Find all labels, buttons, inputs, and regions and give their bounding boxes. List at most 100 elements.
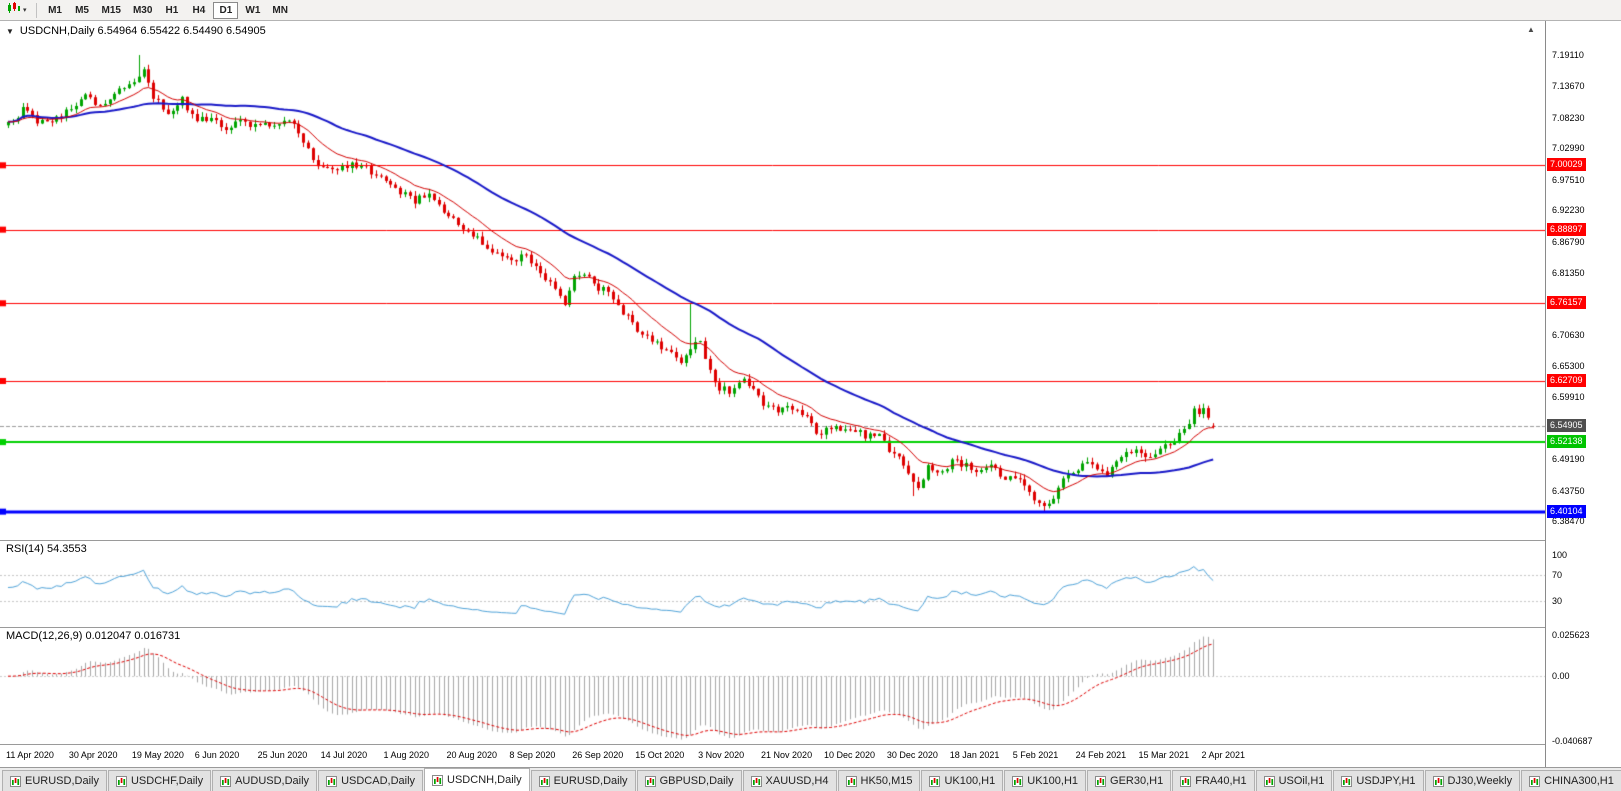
tab-label: FRA40,H1 [1195, 775, 1247, 787]
tab-label: USDCNH,Daily [447, 774, 522, 786]
chart-tab-hk50-m15[interactable]: HK50,M15 [837, 770, 921, 791]
chart-type-dropdown[interactable]: ▾ [4, 1, 30, 19]
time-axis[interactable]: 11 Apr 2020 30 Apr 2020 19 May 2020 6 Jun 2… [0, 745, 1545, 767]
chart-tab-usoil-h1[interactable]: USOil,H1 [1255, 770, 1333, 791]
collapse-panel-icon[interactable]: ▼ [6, 26, 14, 36]
chart-tab-china300-h1[interactable]: CHINA300,H1 [1521, 770, 1621, 791]
price-scale-label: 6.65300 [1552, 361, 1585, 372]
time-axis-label: 6 Jun 2020 [194, 750, 240, 760]
tab-chart-icon [538, 775, 550, 787]
timeframe-button-h1[interactable]: H1 [165, 4, 179, 16]
chart-tab-usdjpy-h1[interactable]: USDJPY,H1 [1333, 770, 1424, 791]
time-axis-label: 14 Jul 2020 [320, 750, 368, 760]
tab-label: EURUSD,Daily [553, 775, 628, 787]
tab-chart-icon [1180, 775, 1192, 787]
time-axis-label: 11 Apr 2020 [6, 750, 54, 760]
time-axis-label: 25 Jun 2020 [257, 750, 308, 760]
candlestick-chart-icon [7, 1, 21, 19]
timeframe-button-m30[interactable]: M30 [132, 4, 153, 16]
price-scale-label: 7.13670 [1552, 81, 1585, 92]
tab-chart-icon [115, 775, 127, 787]
time-axis-label: 21 Nov 2020 [761, 750, 813, 760]
tab-chart-icon [845, 775, 857, 787]
chart-tab-dj30-weekly[interactable]: DJ30,Weekly [1424, 770, 1521, 791]
tab-label: AUDUSD,Daily [235, 775, 310, 787]
tab-chart-icon [1012, 775, 1024, 787]
chart-tab-eurusd-daily[interactable]: EURUSD,Daily [530, 770, 636, 791]
timeframe-toolbar: ▾ M1 M5 M15 M30 H1 H4 D1 W1 MN [0, 0, 1621, 21]
tab-chart-icon [432, 774, 444, 786]
chart-tab-usdcad-daily[interactable]: USDCAD,Daily [318, 770, 424, 791]
symbol-ohlc-label: USDCNH,Daily 6.54964 6.55422 6.54490 6.5… [19, 25, 266, 37]
time-axis-label: 18 Jan 2021 [949, 750, 1000, 760]
tab-label: HK50,M15 [860, 775, 913, 787]
timeframe-button-mn[interactable]: MN [272, 4, 288, 16]
tab-label: GER30,H1 [1110, 775, 1164, 787]
tab-label: DJ30,Weekly [1447, 775, 1513, 787]
time-axis-label: 15 Mar 2021 [1138, 750, 1190, 760]
macd-scale-label: 0.025623 [1552, 630, 1590, 641]
timeframe-button-m15[interactable]: M15 [101, 4, 121, 16]
tab-chart-icon [929, 775, 941, 787]
price-scale-label: 6.38470 [1552, 516, 1585, 527]
macd-indicator-canvas[interactable] [0, 628, 1545, 744]
resistance-level-badge-6-88897: 6.88897 [1547, 222, 1586, 236]
price-scale-label: 6.86790 [1552, 236, 1585, 247]
price-scale-label: 7.19110 [1552, 50, 1584, 61]
tab-chart-icon [220, 775, 232, 787]
tab-chart-icon [1341, 775, 1353, 787]
resistance-level-badge-6-62709: 6.62709 [1547, 374, 1586, 387]
time-axis-label: 3 Nov 2020 [698, 750, 745, 760]
price-scale[interactable]: 7.19110 7.13670 7.08230 7.02990 6.97510 6.922… [1545, 21, 1621, 767]
resistance-level-badge-7-00029: 7.00029 [1547, 158, 1586, 172]
tab-label: USDCAD,Daily [341, 775, 416, 787]
timeframe-button-m1[interactable]: M1 [48, 4, 62, 16]
current-price-badge: 6.54905 [1547, 419, 1586, 433]
chart-tab-eurusd-daily[interactable]: EURUSD,Daily [2, 770, 107, 791]
chart-tab-uk100-h1[interactable]: UK100,H1 [1004, 770, 1087, 791]
chart-tab-ger30-h1[interactable]: GER30,H1 [1087, 770, 1172, 791]
rsi-indicator-canvas[interactable] [0, 541, 1545, 627]
price-scale-label: 6.92230 [1552, 205, 1585, 216]
panel-separator[interactable] [0, 540, 1621, 541]
tab-label: UK100,H1 [944, 775, 996, 787]
chart-tab-usdchf-daily[interactable]: USDCHF,Daily [107, 770, 212, 791]
chart-tab-audusd-daily[interactable]: AUDUSD,Daily [212, 770, 318, 791]
time-axis-label: 19 May 2020 [131, 750, 184, 760]
toolbar-separator [35, 2, 37, 18]
timeframe-button-w1[interactable]: W1 [245, 4, 261, 16]
chart-tab-gbpusd-daily[interactable]: GBPUSD,Daily [636, 770, 742, 791]
time-axis-label: 26 Sep 2020 [572, 750, 624, 760]
support-level-badge-6-52138: 6.52138 [1547, 435, 1586, 449]
tab-chart-icon [1432, 775, 1444, 787]
timeframe-button-m5[interactable]: M5 [75, 4, 89, 16]
time-axis-label: 15 Oct 2020 [635, 750, 685, 760]
chart-tab-fra40-h1[interactable]: FRA40,H1 [1172, 770, 1255, 791]
time-axis-label: 10 Dec 2020 [823, 750, 875, 760]
tab-label: USOil,H1 [1278, 775, 1325, 787]
time-axis-label: 1 Aug 2020 [383, 750, 430, 760]
chart-shift-marker-icon: ▲ [1527, 25, 1535, 34]
rsi-scale-label: 30 [1552, 595, 1563, 606]
tab-label: XAUUSD,H4 [765, 775, 829, 787]
price-scale-label: 6.43750 [1552, 485, 1585, 496]
price-scale-label: 6.70630 [1552, 330, 1585, 341]
chart-tab-usdcnh-daily[interactable]: USDCNH,Daily [424, 768, 530, 791]
rsi-indicator-label: RSI(14) 54.3553 [6, 543, 87, 555]
chart-tab-xauusd-h4[interactable]: XAUUSD,H4 [742, 770, 837, 791]
rsi-scale-label: 70 [1552, 569, 1563, 580]
price-chart-canvas[interactable] [0, 21, 1545, 540]
panel-separator[interactable] [0, 627, 1621, 628]
tab-chart-icon [1529, 775, 1541, 787]
time-axis-label: 24 Feb 2021 [1075, 750, 1127, 760]
time-axis-label: 2 Apr 2021 [1201, 750, 1246, 760]
timeframe-buttons: M1 M5 M15 M30 H1 H4 D1 W1 MN [43, 1, 295, 19]
chart-tabs-bar: EURUSD,Daily USDCHF,Daily AUDUSD,Daily USDC… [0, 767, 1621, 791]
tab-chart-icon [10, 775, 21, 787]
timeframe-button-h4[interactable]: H4 [192, 4, 206, 16]
timeframe-button-d1[interactable]: D1 [213, 1, 239, 19]
time-axis-label: 30 Dec 2020 [886, 750, 938, 760]
resistance-level-badge-6-76157: 6.76157 [1547, 296, 1586, 310]
chart-window-usdcnh: ▼ USDCNH,Daily 6.54964 6.55422 6.54490 6… [0, 21, 1621, 767]
chart-tab-uk100-h1[interactable]: UK100,H1 [921, 770, 1004, 791]
